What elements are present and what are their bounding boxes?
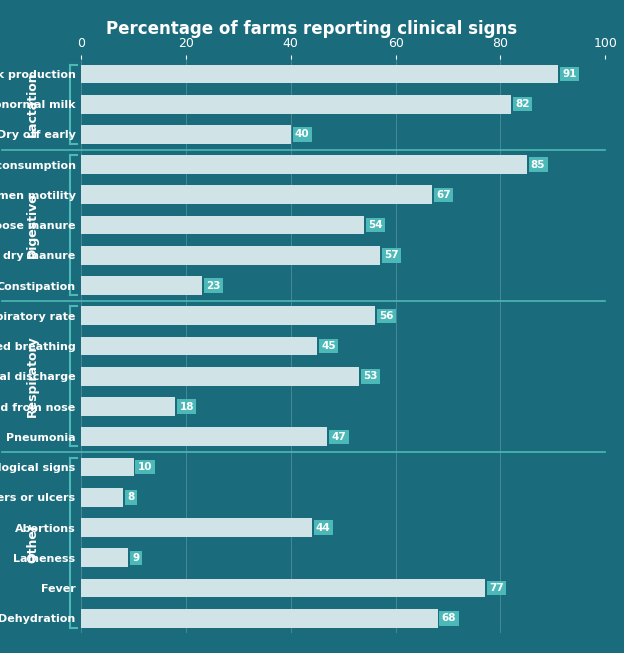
Text: 10: 10	[138, 462, 152, 472]
Bar	[81, 579, 485, 597]
Bar	[81, 95, 511, 114]
Text: 9: 9	[132, 553, 140, 563]
Bar	[81, 518, 312, 537]
Bar	[81, 367, 359, 386]
Text: Digestive: Digestive	[26, 192, 39, 258]
Text: 53: 53	[363, 372, 378, 381]
Bar	[81, 276, 202, 295]
Text: Lactation: Lactation	[26, 71, 39, 137]
Text: 57: 57	[384, 250, 399, 261]
Text: 85: 85	[531, 159, 545, 170]
Text: Percentage of farms reporting clinical signs: Percentage of farms reporting clinical s…	[107, 20, 517, 39]
Text: 47: 47	[332, 432, 346, 442]
Text: 56: 56	[379, 311, 393, 321]
Bar	[81, 428, 328, 446]
Bar	[81, 185, 432, 204]
Bar	[81, 397, 175, 416]
Bar	[81, 609, 437, 628]
Bar	[81, 549, 129, 567]
Text: 54: 54	[368, 220, 383, 230]
Text: 45: 45	[321, 341, 336, 351]
Text: 44: 44	[316, 522, 331, 533]
Bar	[81, 125, 291, 144]
Bar	[81, 65, 558, 84]
Bar	[81, 337, 317, 355]
Text: 40: 40	[295, 129, 310, 139]
Text: 18: 18	[180, 402, 194, 411]
Bar	[81, 215, 364, 234]
Text: 67: 67	[437, 190, 451, 200]
Bar	[81, 155, 527, 174]
Bar	[81, 488, 123, 507]
Text: 23: 23	[206, 281, 220, 291]
Text: 8: 8	[127, 492, 135, 502]
Bar	[81, 458, 134, 477]
Text: Respiratory: Respiratory	[26, 336, 39, 417]
Text: 91: 91	[562, 69, 577, 79]
Text: 68: 68	[442, 613, 456, 623]
Text: 77: 77	[489, 583, 504, 593]
Bar	[81, 306, 374, 325]
Text: Other: Other	[26, 522, 39, 563]
Bar	[81, 246, 380, 264]
Text: 82: 82	[515, 99, 530, 109]
